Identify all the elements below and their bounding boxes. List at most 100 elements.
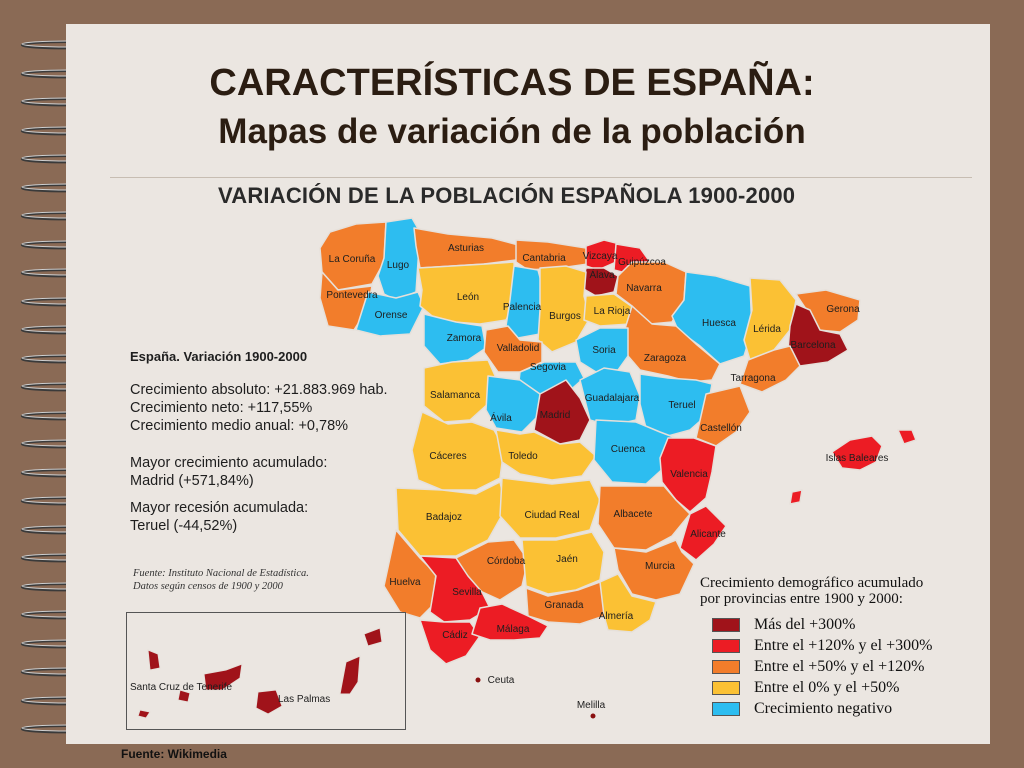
label-islas-baleares: Islas Baleares: [826, 453, 889, 464]
label-malaga: Málaga: [497, 624, 530, 635]
label-cantabria: Cantabria: [522, 253, 566, 264]
label-toledo: Toledo: [508, 451, 538, 462]
province-navarra: [615, 261, 687, 325]
label-valencia: Valencia: [670, 469, 708, 480]
province-orense: [355, 291, 425, 337]
label-sevilla: Sevilla: [452, 587, 482, 598]
province-leon: [417, 261, 517, 325]
source-line-2: Datos según censos de 1900 y 2000: [133, 581, 283, 592]
label-pontevedra: Pontevedra: [326, 290, 378, 301]
legend-swatch: [712, 702, 740, 716]
stats-source: Fuente: Instituto Nacional de Estadístic…: [133, 567, 309, 593]
province-cadiz: [419, 619, 481, 665]
label-cordoba: Córdoba: [487, 556, 526, 567]
stat-max-decline-value: Teruel (-44,52%): [130, 518, 238, 534]
province-tarragona: [739, 345, 801, 393]
label-lugo: Lugo: [387, 260, 410, 271]
legend-label: Entre el +120% y el +300%: [754, 637, 933, 654]
province-almeria: [599, 573, 657, 633]
label-barcelona: Barcelona: [790, 340, 835, 351]
label-huesca: Huesca: [702, 318, 736, 329]
label-valladolid: Valladolid: [497, 343, 540, 354]
legend-swatch: [712, 618, 740, 632]
province-murcia: [613, 539, 695, 601]
label-asturias: Asturias: [448, 243, 484, 254]
province-cantabria: [515, 239, 589, 271]
stat-annual-growth: Crecimiento medio anual: +0,78%: [130, 418, 349, 434]
label-segovia: Segovia: [530, 362, 567, 373]
page-subtitle: Mapas de variación de la población: [218, 112, 806, 151]
legend-title-line-2: por provincias entre 1900 y 2000:: [700, 591, 903, 607]
legend-item: Entre el 0% y el +50%: [712, 678, 899, 698]
legend-item: Más del +300%: [712, 615, 855, 635]
stats-heading: España. Variación 1900-2000: [130, 349, 308, 364]
legend-swatch: [712, 660, 740, 674]
legend-item: Entre el +50% y el +120%: [712, 657, 924, 677]
canary-islands-inset: [126, 612, 406, 730]
stat-max-decline-label: Mayor recesión acumulada:: [130, 500, 309, 516]
label-leon: León: [457, 292, 479, 303]
label-la-rioja: La Rioja: [594, 306, 631, 317]
label-zaragoza: Zaragoza: [644, 353, 687, 364]
province-albacete: [597, 485, 691, 551]
label-badajoz: Badajoz: [426, 512, 462, 523]
label-murcia: Murcia: [645, 561, 675, 572]
label-ceuta: Ceuta: [488, 675, 515, 686]
province-guadalajara: [579, 367, 641, 427]
label-ciudad-real: Ciudad Real: [524, 510, 579, 521]
province-asturias: [413, 227, 523, 269]
label-teruel: Teruel: [668, 400, 695, 411]
map-legend: Crecimiento demográfico acumulado por pr…: [700, 575, 932, 717]
province-caceres: [411, 411, 505, 491]
label-palencia: Palencia: [503, 302, 542, 313]
legend-title-line-1: Crecimiento demográfico acumulado: [700, 575, 924, 591]
label-alava: Álava: [589, 268, 614, 281]
legend-label: Más del +300%: [754, 616, 856, 633]
label-navarra: Navarra: [626, 283, 662, 294]
label-albacete: Albacete: [614, 509, 653, 520]
legend-item: Entre el +120% y el +300%: [712, 636, 932, 656]
province-islas-baleares: [789, 429, 917, 505]
province-badajoz: [395, 481, 507, 557]
label-avila: Ávila: [490, 411, 512, 424]
label-jaen: Jaén: [556, 554, 578, 565]
page-title: CARACTERÍSTICAS DE ESPAÑA:: [209, 62, 815, 104]
label-caceres: Cáceres: [429, 451, 466, 462]
label-cadiz: Cádiz: [442, 630, 468, 641]
province-madrid: [533, 379, 591, 445]
province-barcelona: [787, 303, 849, 367]
footer-source: Fuente: Wikimedia: [121, 747, 227, 761]
province-ciudad-real: [499, 477, 601, 539]
legend-label: Entre el +50% y el +120%: [754, 658, 925, 675]
label-madrid: Madrid: [540, 410, 571, 421]
label-gerona: Gerona: [826, 304, 860, 315]
map-title: VARIACIÓN DE LA POBLACIÓN ESPAÑOLA 1900-…: [218, 183, 796, 208]
province-valladolid: [483, 325, 543, 373]
province-teruel: [639, 373, 713, 437]
label-lerida: Lérida: [753, 324, 781, 335]
stat-absolute-growth: Crecimiento absoluto: +21.883.969 hab.: [130, 382, 388, 398]
label-guipuzcoa: Guipúzcoa: [618, 257, 666, 268]
ceuta-dot: [475, 677, 481, 683]
label-orense: Orense: [375, 310, 408, 321]
legend-swatch: [712, 639, 740, 653]
label-castellon: Castellón: [700, 423, 742, 434]
legend-label: Entre el 0% y el +50%: [754, 679, 900, 696]
legend-label: Crecimiento negativo: [754, 700, 893, 717]
label-alicante: Alicante: [690, 529, 726, 540]
province-la-coruna: [319, 221, 387, 291]
label-guadalajara: Guadalajara: [585, 393, 640, 404]
label-burgos: Burgos: [549, 311, 581, 322]
source-line-1: Fuente: Instituto Nacional de Estadístic…: [133, 568, 309, 579]
province-jaen: [521, 531, 605, 595]
legend-swatch: [712, 681, 740, 695]
province-huelva: [383, 529, 437, 619]
label-zamora: Zamora: [447, 333, 482, 344]
stat-net-growth: Crecimiento neto: +117,55%: [130, 400, 313, 416]
province-malaga: [471, 603, 549, 641]
label-soria: Soria: [592, 345, 616, 356]
label-la-coruna: La Coruña: [329, 254, 376, 265]
title-divider: [110, 177, 972, 178]
label-huelva: Huelva: [389, 577, 421, 588]
